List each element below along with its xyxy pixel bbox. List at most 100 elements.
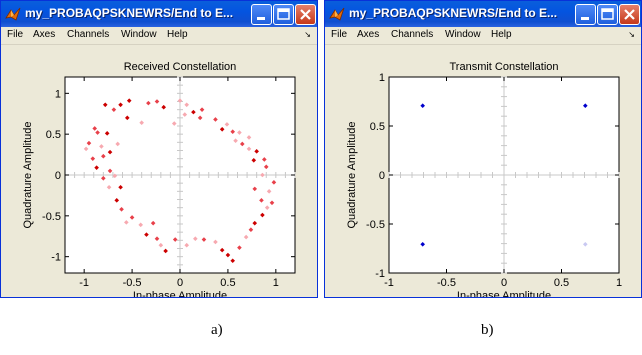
constellation-point <box>94 165 99 170</box>
constellation-point <box>271 180 277 185</box>
constellation-point <box>177 98 183 103</box>
minimize-button[interactable] <box>251 4 272 25</box>
menu-file[interactable]: File <box>7 29 24 40</box>
constellation-point <box>112 173 118 179</box>
menu-window[interactable]: Window <box>445 29 481 40</box>
x-tick-label: 0 <box>177 277 183 289</box>
constellation-point <box>144 232 149 237</box>
plot-area: Received Constellation -1 -0.5 0 0.5 1 -1 -0.5 0… <box>1 45 317 297</box>
menu-file[interactable]: File <box>331 29 348 40</box>
menu-axes[interactable]: Axes <box>33 29 56 40</box>
y-tick-label: 0 <box>379 170 385 182</box>
maximize-button[interactable] <box>273 4 294 25</box>
constellation-point <box>213 117 218 122</box>
constellation-point <box>225 252 231 258</box>
x-tick-label: 0.5 <box>220 277 235 289</box>
constellation-point <box>106 184 112 190</box>
constellation-point <box>248 227 254 233</box>
constellation-point <box>191 109 196 115</box>
y-tick-label: -1 <box>375 268 385 280</box>
constellation-point <box>129 215 135 220</box>
minimize-button[interactable] <box>575 4 596 25</box>
menu-window[interactable]: Window <box>121 29 157 40</box>
constellation-point <box>199 107 205 112</box>
close-icon <box>624 9 635 20</box>
window-title: my_PROBAQPSKNEWRS/End to E... <box>25 6 234 20</box>
constellation-point <box>219 247 225 253</box>
constellation-point <box>264 205 270 210</box>
y-tick-label: 0.5 <box>46 129 61 141</box>
minimize-icon <box>581 17 589 20</box>
y-tick-label: -0.5 <box>366 219 385 231</box>
constellation-point <box>150 220 156 226</box>
close-button[interactable] <box>619 4 640 25</box>
constellation-point <box>126 98 132 103</box>
constellation-point <box>193 236 198 241</box>
x-tick-label: 1 <box>273 277 279 289</box>
window-title: my_PROBAQPSKNEWRS/End to E... <box>349 6 558 20</box>
constellation-point <box>107 168 113 174</box>
matlab-app-icon <box>329 7 345 21</box>
constellation-point <box>83 146 89 152</box>
constellation-point <box>158 242 164 248</box>
x-tick-label: 1 <box>616 277 622 289</box>
y-tick-label: 0 <box>55 170 61 182</box>
x-tick-label: 0 <box>501 277 507 289</box>
constellation-point <box>161 104 167 110</box>
y-tick-label: 1 <box>55 88 61 100</box>
received-scope-window: my_PROBAQPSKNEWRS/End to E... File Axes … <box>0 0 318 298</box>
close-button[interactable] <box>295 4 316 25</box>
menu-channels[interactable]: Channels <box>67 29 110 40</box>
constellation-point <box>252 186 258 192</box>
constellation-point <box>124 220 129 225</box>
constellation-point <box>251 158 257 163</box>
x-tick-label: -0.5 <box>123 277 142 289</box>
y-tick-label: -0.5 <box>42 211 61 223</box>
x-tick-label: -0.5 <box>437 277 456 289</box>
y-tick-label: -1 <box>51 252 61 264</box>
constellation-point <box>260 212 265 218</box>
constellation-point <box>243 234 249 240</box>
x-tick-label: 0.5 <box>554 277 569 289</box>
dock-arrow-icon[interactable]: ↘ <box>628 30 635 39</box>
plot-area: Transmit Constellation -1 -0.5 0 0.5 1 -1 -0.5 0… <box>325 45 641 297</box>
menu-axes[interactable]: Axes <box>357 29 380 40</box>
maximize-icon <box>277 8 290 20</box>
constellation-point <box>124 115 130 121</box>
constellation-point <box>115 141 121 147</box>
constellation-point <box>146 100 151 106</box>
menu-bar: File Axes Channels Window Help ↘ <box>325 27 641 45</box>
x-tick-label: -1 <box>79 277 89 289</box>
minimize-icon <box>257 17 265 20</box>
caption-b: b) <box>481 322 494 338</box>
constellation-point <box>95 130 100 135</box>
plot-title: Transmit Constellation <box>449 61 558 73</box>
constellation-point <box>184 242 190 248</box>
constellation-point <box>102 102 108 108</box>
constellation-point <box>101 175 106 181</box>
menu-channels[interactable]: Channels <box>391 29 434 40</box>
menu-help[interactable]: Help <box>491 29 512 40</box>
constellation-point <box>118 184 123 190</box>
dock-arrow-icon[interactable]: ↘ <box>304 30 311 39</box>
y-axis-label: Quadrature Amplitude <box>22 121 34 228</box>
menu-help[interactable]: Help <box>167 29 188 40</box>
transmit-scope-window: my_PROBAQPSKNEWRS/End to E... File Axes … <box>324 0 642 298</box>
title-bar[interactable]: my_PROBAQPSKNEWRS/End to E... <box>1 1 317 27</box>
y-axis-label: Quadrature Amplitude <box>346 121 358 228</box>
title-bar[interactable]: my_PROBAQPSKNEWRS/End to E... <box>325 1 641 27</box>
x-axis-label: In-phase Amplitude <box>457 290 551 297</box>
constellation-point <box>184 102 190 108</box>
constellation-point <box>224 122 230 127</box>
y-tick-label: 0.5 <box>370 121 385 133</box>
constellation-point <box>101 153 106 159</box>
constellation-point <box>260 172 265 178</box>
constellation-point <box>86 140 92 146</box>
constellation-point <box>119 207 124 212</box>
constellation-point <box>201 237 207 242</box>
caption-a: a) <box>211 322 223 338</box>
constellation-point <box>197 115 203 121</box>
constellation-point <box>104 131 110 136</box>
maximize-button[interactable] <box>597 4 618 25</box>
constellation-point <box>114 198 120 203</box>
